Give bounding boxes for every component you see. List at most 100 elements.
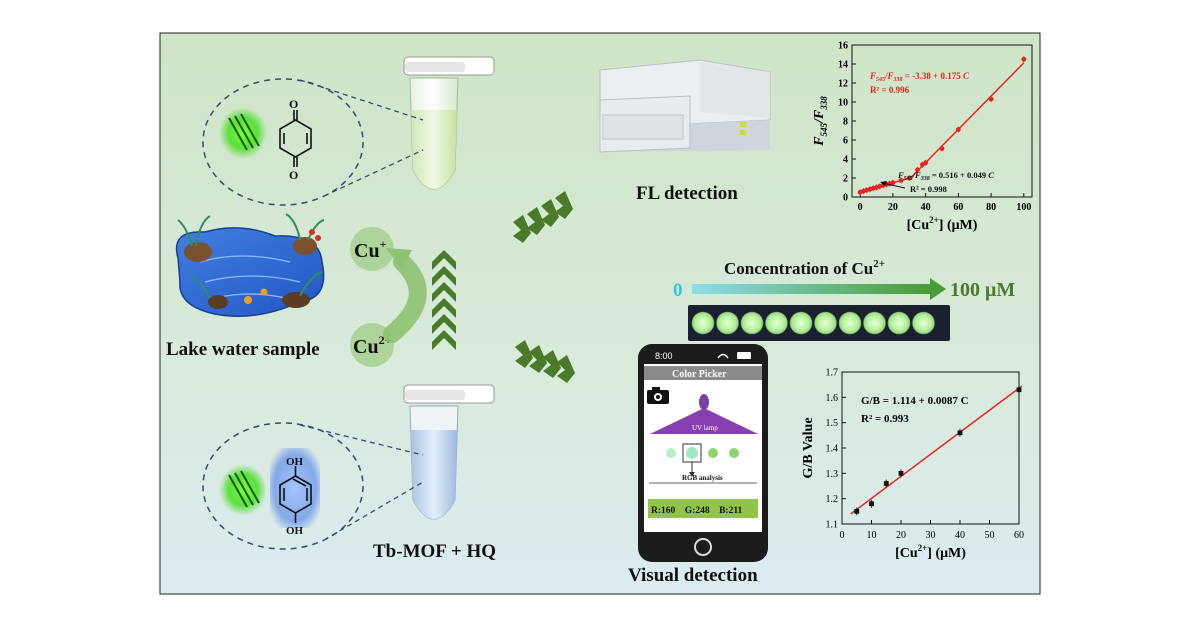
hq-blue-glow — [270, 448, 320, 528]
chart2-point — [957, 430, 963, 436]
chart2-xtick-label: 0 — [840, 530, 845, 541]
zoom-line-bottom-b — [323, 481, 424, 541]
chart1-r2-high: R² = 0.996 — [870, 85, 910, 95]
lake-illustration — [175, 213, 325, 318]
chart1-ytick-label: 8 — [843, 117, 848, 128]
reduction-arrowhead — [386, 248, 412, 270]
chart1-xtick-label: 60 — [953, 202, 963, 213]
color-picker-title: Color Picker — [672, 369, 727, 380]
chart2-ytick-label: 1.1 — [826, 520, 839, 531]
chart1-ytick-label: 2 — [843, 174, 848, 185]
well-row — [691, 311, 935, 335]
chart2-xtick-label: 50 — [985, 530, 995, 541]
chart1-ytick-label: 16 — [838, 41, 848, 52]
chart1-xlabel: [Cu2+] (μM) — [907, 215, 978, 233]
camera-icon[interactable] — [647, 387, 669, 404]
chart2-xtick-label: 10 — [867, 530, 877, 541]
chart2-xtick-label: 60 — [1014, 530, 1024, 541]
chart1-ytick-label: 12 — [838, 79, 848, 90]
well-4 — [765, 311, 788, 335]
well-8 — [863, 311, 886, 335]
chart2-point — [869, 501, 874, 507]
rgb-analysis-label: RGB analysis — [682, 474, 723, 482]
chart1-point — [915, 167, 920, 173]
rgb-readout-box — [648, 499, 758, 518]
chart1-xtick-label: 0 — [858, 202, 863, 213]
well-1 — [691, 311, 715, 335]
tube-top — [403, 56, 495, 190]
uv-lamp-bulb — [699, 394, 709, 410]
concentration-start: 0 — [673, 280, 683, 301]
chart1-point — [939, 146, 945, 151]
cu-plus-label: Cu+ — [354, 237, 387, 262]
chart2-ytick-label: 1.4 — [826, 444, 839, 455]
quinone-o-bottom: O — [289, 168, 298, 182]
fluorescence-spectrometer — [599, 59, 771, 153]
wifi-icon — [717, 353, 729, 359]
chart1-xtick-label: 40 — [921, 202, 931, 213]
chart2-ytick-label: 1.6 — [826, 393, 839, 404]
quinone-zoom-circle — [202, 78, 364, 206]
phone-time: 8:00 — [655, 351, 673, 361]
chart1-point — [906, 175, 912, 181]
chart1-fit-high — [908, 62, 1025, 180]
zoom-line-bottom-a — [299, 424, 424, 456]
concentration-title: Concentration of Cu2+ — [724, 258, 885, 278]
chart1-point — [955, 127, 961, 132]
uv-lamp-shade — [650, 408, 758, 434]
smartphone: 8:00 Color Picker UV lamp RGB analysis R… — [638, 344, 768, 562]
chart2-ytick-label: 1.5 — [826, 418, 839, 429]
concentration-end: 100 μM — [950, 279, 1015, 301]
chart1-annotation-arrowhead — [880, 181, 887, 186]
home-button[interactable] — [694, 538, 712, 556]
chart1-xtick-label: 100 — [1016, 202, 1031, 213]
well-dot-3 — [708, 448, 718, 458]
well-3 — [740, 311, 764, 335]
chevrons-to-fl — [513, 191, 573, 243]
chart2-xtick-label: 30 — [926, 530, 936, 541]
quinone-o-top: O — [289, 97, 298, 111]
well-dot-4 — [729, 448, 739, 458]
hq-zoom-circle — [202, 422, 364, 550]
tb-mof-glow-top — [219, 107, 267, 159]
well-9 — [887, 311, 911, 335]
chart1-xtick-label: 80 — [986, 202, 996, 213]
chevrons-to-visual — [515, 340, 575, 383]
well-10 — [912, 311, 935, 335]
hydroquinone-structure — [279, 466, 312, 523]
zoom-line-top-a — [299, 79, 424, 121]
well-dot-1 — [666, 448, 676, 458]
chart2-eq: G/B = 1.114 + 0.0087 C — [861, 395, 969, 407]
chart1-point — [988, 96, 994, 102]
chart2-point — [883, 481, 889, 486]
gb-calibration-chart: 0 10 20 30 40 50 60 1.1 1.2 1.3 1.4 1.5 1.6 1.7 G/B = … — [801, 368, 1024, 562]
concentration-arrow-body — [692, 284, 930, 294]
tb-mof-glow-bottom — [219, 464, 267, 516]
chart2-xtick-label: 40 — [955, 530, 965, 541]
quinone-structure — [279, 110, 312, 167]
reduction-arrow — [383, 253, 427, 343]
probe-label: Tb-MOF + HQ — [373, 541, 496, 562]
chart2-ylabel: G/B Value — [801, 417, 816, 478]
well-dot-2 — [686, 447, 698, 459]
chart1-ytick-label: 6 — [843, 136, 848, 147]
chart2-ytick-label: 1.7 — [826, 368, 839, 379]
chart1-ytick-label: 4 — [843, 155, 848, 166]
uv-lamp-label: UV lamp — [692, 424, 718, 432]
chart2-ytick-label: 1.2 — [826, 494, 839, 505]
chart1-ytick-label: 0 — [843, 193, 848, 204]
hq-oh-bottom: OH — [286, 525, 304, 537]
well-2 — [716, 311, 739, 335]
chart2-ytick-label: 1.3 — [826, 469, 839, 480]
rgb-readout: R:160 G:248 B:211 — [651, 506, 743, 516]
tube-bottom — [403, 384, 495, 520]
chart2-point — [898, 470, 904, 476]
lake-label: Lake water sample — [166, 339, 320, 360]
chart1-xtick-label: 20 — [888, 202, 898, 213]
visual-detection-label: Visual detection — [628, 565, 758, 586]
hq-oh-top: OH — [286, 456, 304, 468]
well-6 — [814, 311, 837, 335]
chevrons-vertical — [432, 250, 456, 350]
chart2-r2: R² = 0.993 — [861, 413, 909, 425]
